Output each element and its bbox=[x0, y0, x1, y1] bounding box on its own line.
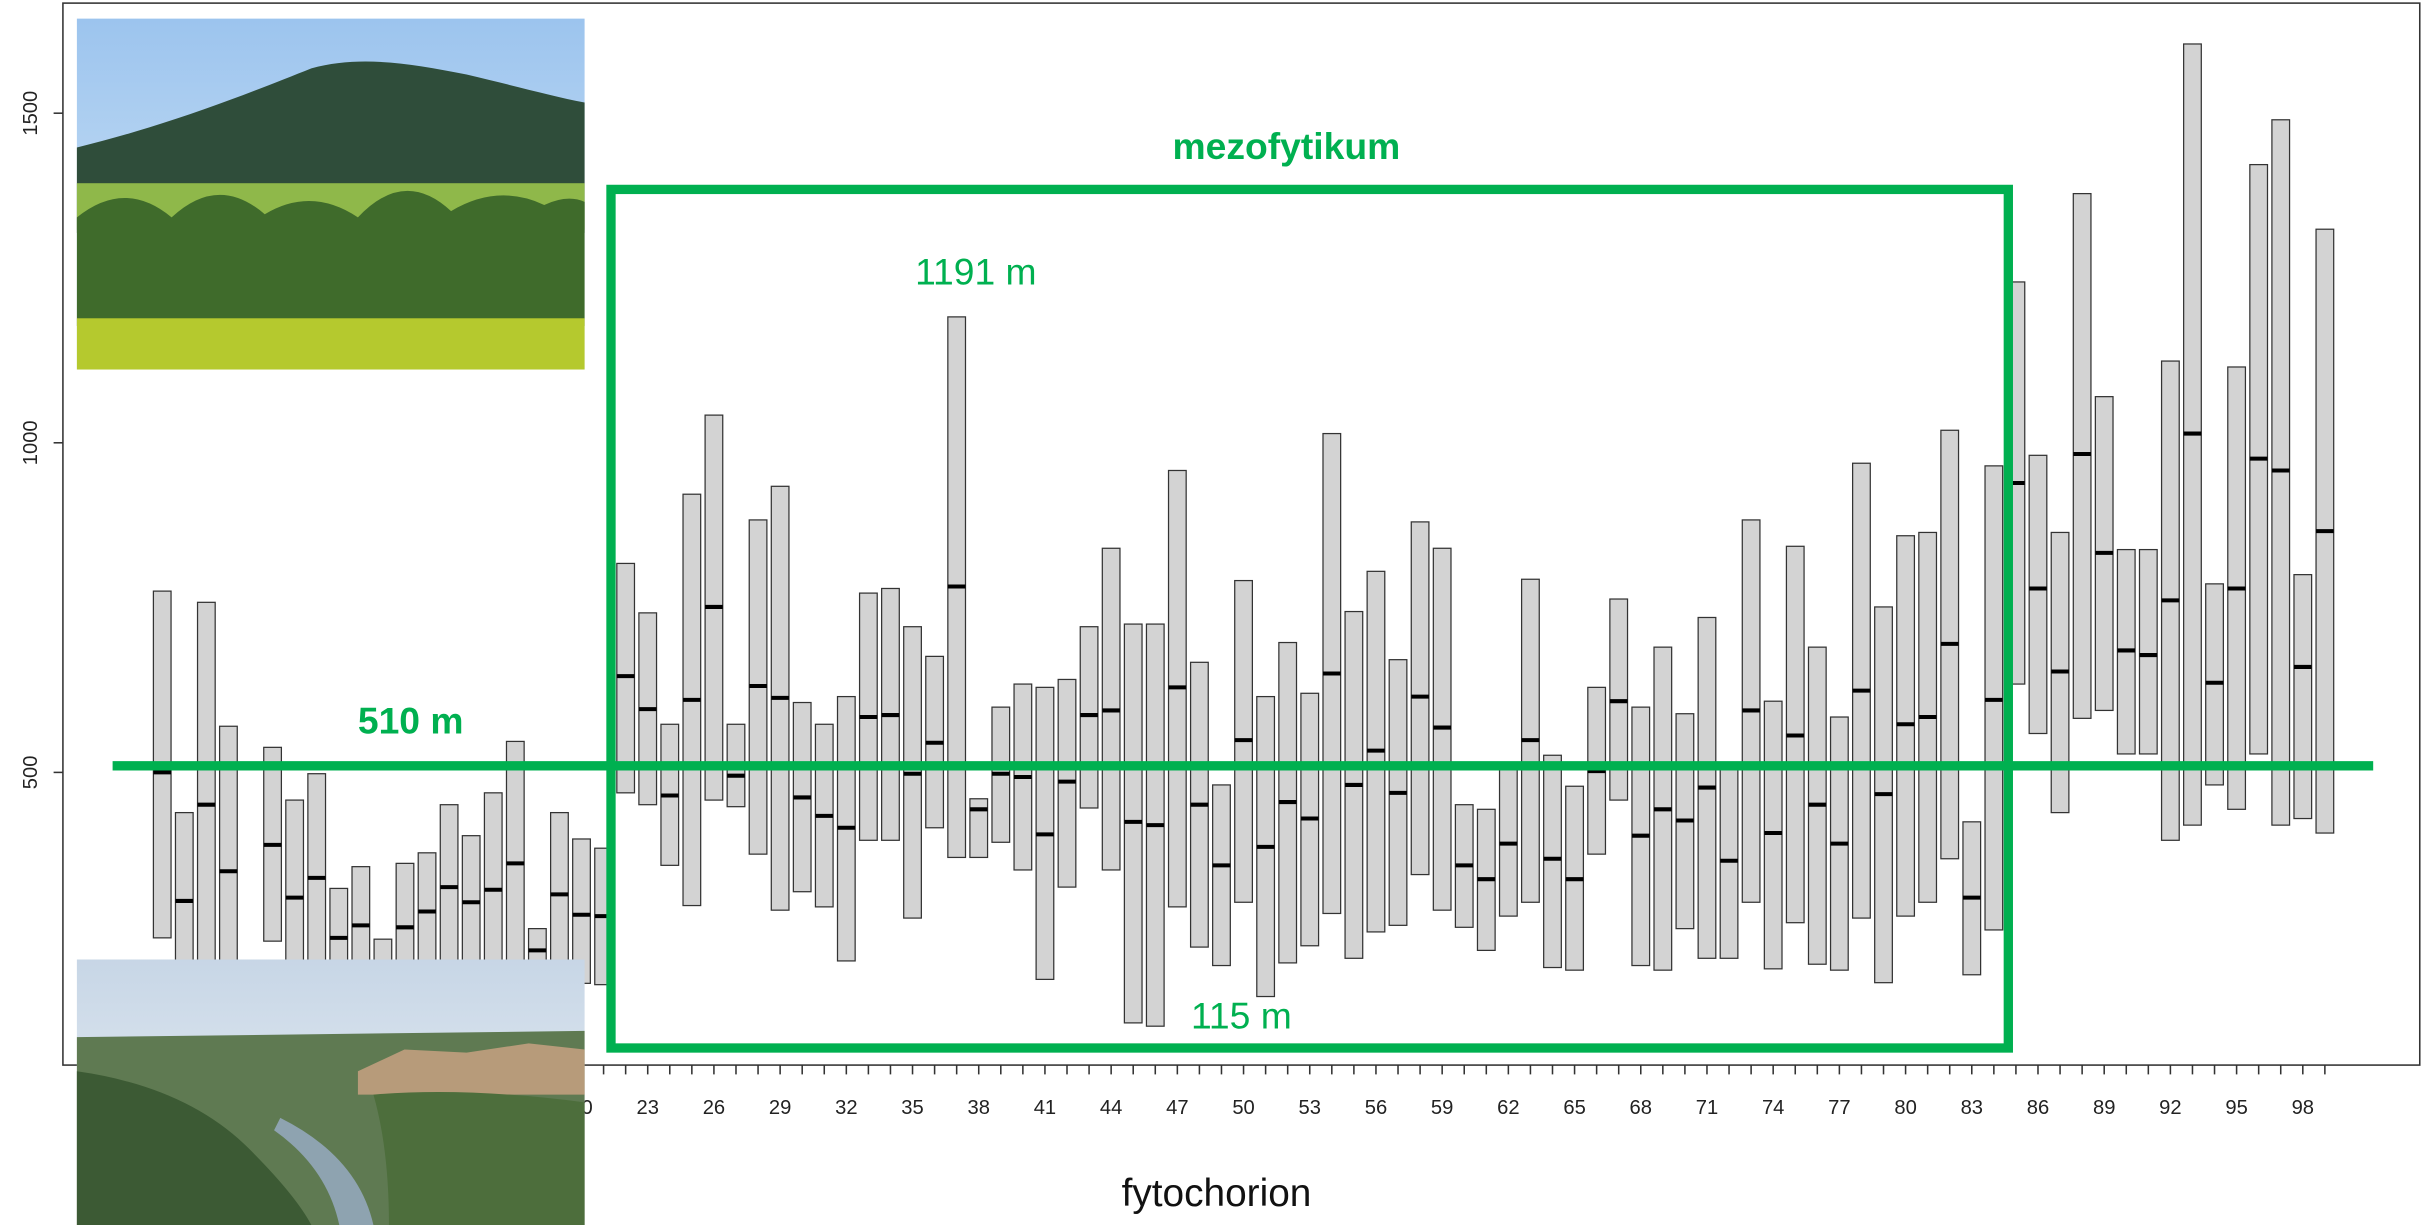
range-bar bbox=[1719, 768, 1739, 959]
x-tick-label: 65 bbox=[1563, 1097, 1585, 1119]
x-tick-label: 71 bbox=[1696, 1097, 1718, 1119]
plot-area: 5001000150025811141720232629323538414447… bbox=[20, 43, 2374, 1119]
x-axis-label: fytochorion bbox=[1122, 1172, 1312, 1215]
annotation: 115 m bbox=[1191, 994, 1292, 1036]
range-bar bbox=[329, 887, 349, 971]
x-tick-label: 35 bbox=[901, 1097, 923, 1119]
x-tick-label: 86 bbox=[2027, 1097, 2049, 1119]
annotation: 1191 m bbox=[915, 251, 1036, 293]
x-tick-label: 32 bbox=[835, 1097, 857, 1119]
range-bar bbox=[1079, 626, 1099, 809]
plot-frame bbox=[62, 2, 2421, 1066]
x-tick-label: 92 bbox=[2159, 1097, 2181, 1119]
x-tick-label: 74 bbox=[1762, 1097, 1784, 1119]
range-bar bbox=[2293, 574, 2313, 820]
x-tick-label: 98 bbox=[2292, 1097, 2314, 1119]
x-tick-label: 68 bbox=[1630, 1097, 1652, 1119]
range-bar bbox=[1212, 784, 1231, 967]
range-bar bbox=[307, 773, 327, 991]
range-bar bbox=[549, 811, 569, 965]
photo-river bbox=[274, 1117, 374, 1225]
photo-forest bbox=[373, 1091, 585, 1225]
range-bar bbox=[505, 740, 525, 971]
x-tick-label: 29 bbox=[769, 1097, 791, 1119]
x-tick-label: 53 bbox=[1299, 1097, 1321, 1119]
range-bar bbox=[2028, 454, 2048, 735]
x-tick-label: 89 bbox=[2093, 1097, 2115, 1119]
x-tick-label: 44 bbox=[1100, 1097, 1122, 1119]
x-tick-label: 56 bbox=[1365, 1097, 1387, 1119]
x-tick-label: 77 bbox=[1828, 1097, 1850, 1119]
x-tick-label: 26 bbox=[703, 1097, 725, 1119]
range-bar bbox=[969, 798, 989, 859]
x-tick-label: 62 bbox=[1497, 1097, 1519, 1119]
x-tick-label: 38 bbox=[968, 1097, 990, 1119]
x-tick-label: 47 bbox=[1166, 1097, 1188, 1119]
range-bar bbox=[285, 799, 305, 984]
range-bar bbox=[483, 792, 503, 965]
y-tick-label: 1000 bbox=[20, 420, 42, 465]
range-bar bbox=[2138, 548, 2158, 755]
x-tick-label: 83 bbox=[1961, 1097, 1983, 1119]
photo-cliffs bbox=[357, 1043, 585, 1095]
photo-slope bbox=[76, 1071, 312, 1225]
highlight-box bbox=[606, 184, 2013, 1053]
x-tick-label: 59 bbox=[1431, 1097, 1453, 1119]
x-tick-label: 80 bbox=[1894, 1097, 1916, 1119]
x-tick-label: 95 bbox=[2225, 1097, 2247, 1119]
y-tick-label: 500 bbox=[20, 756, 42, 790]
photo-meadow bbox=[76, 318, 585, 370]
x-tick-label: 41 bbox=[1034, 1097, 1056, 1119]
reference-label: 510 m bbox=[358, 700, 464, 742]
range-bar bbox=[1543, 754, 1562, 969]
photo-bottom bbox=[76, 959, 585, 1225]
photo-trees bbox=[76, 190, 585, 327]
photo-top bbox=[76, 18, 585, 370]
x-tick-label: 50 bbox=[1232, 1097, 1254, 1119]
range-bar bbox=[196, 601, 216, 998]
x-tick-label: 23 bbox=[636, 1097, 658, 1119]
range-bar bbox=[461, 835, 481, 978]
y-tick-label: 1500 bbox=[20, 91, 42, 136]
box-label: mezofytikum bbox=[1173, 125, 1401, 167]
